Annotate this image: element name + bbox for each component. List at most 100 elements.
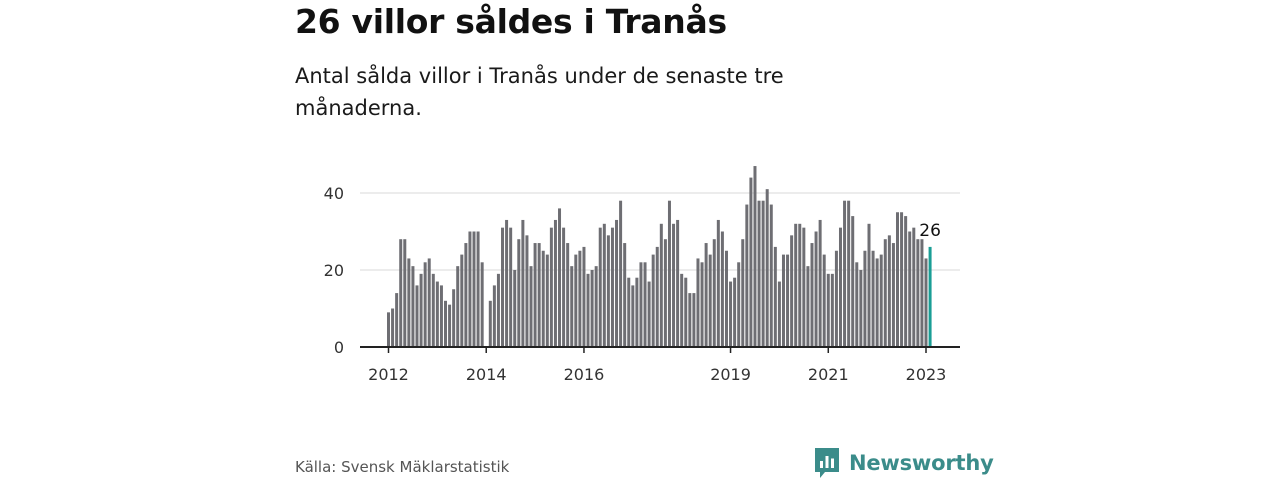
bar xyxy=(777,281,781,347)
bar xyxy=(684,277,688,347)
bar xyxy=(558,208,562,347)
bar xyxy=(602,223,606,347)
bar xyxy=(700,262,704,347)
bar xyxy=(509,227,513,347)
bar xyxy=(814,231,818,347)
bar xyxy=(810,243,814,347)
bar xyxy=(753,166,757,347)
bar xyxy=(476,231,480,347)
bar xyxy=(566,243,570,347)
bar xyxy=(802,227,806,347)
bar xyxy=(619,200,623,347)
bar xyxy=(647,281,651,347)
bar xyxy=(720,231,724,347)
bar xyxy=(855,262,859,347)
bar xyxy=(708,254,712,347)
x-tick-label: 2012 xyxy=(368,365,409,384)
bar xyxy=(655,246,659,347)
bar xyxy=(692,293,696,347)
bar xyxy=(391,308,395,347)
bar xyxy=(798,223,802,347)
bar xyxy=(525,235,529,347)
bar xyxy=(615,219,619,347)
bar xyxy=(435,281,439,347)
x-tick-label: 2019 xyxy=(710,365,751,384)
bar xyxy=(598,227,602,347)
bar xyxy=(863,250,867,347)
bar xyxy=(419,273,423,347)
bar xyxy=(541,250,545,347)
bar xyxy=(794,223,798,347)
bar xyxy=(663,239,667,347)
bar xyxy=(399,239,403,347)
bar xyxy=(562,227,566,347)
bar xyxy=(492,285,496,347)
bar xyxy=(651,254,655,347)
bar xyxy=(688,293,692,347)
chart-title: 26 villor såldes i Tranås xyxy=(295,2,727,41)
bar xyxy=(867,223,871,347)
bar xyxy=(830,273,834,347)
bar xyxy=(444,300,448,347)
bar xyxy=(643,262,647,347)
bar xyxy=(834,250,838,347)
bar xyxy=(533,243,537,347)
y-tick-label: 20 xyxy=(324,261,344,280)
bar xyxy=(586,273,590,347)
bar xyxy=(431,273,435,347)
bar xyxy=(496,273,500,347)
bar xyxy=(460,254,464,347)
x-tick-label: 2023 xyxy=(906,365,947,384)
bar xyxy=(395,293,399,347)
bar xyxy=(488,300,492,347)
y-tick-label: 0 xyxy=(334,338,344,357)
bar xyxy=(553,219,557,347)
bar xyxy=(891,243,895,347)
bar xyxy=(623,243,627,347)
bar xyxy=(773,246,777,347)
bar xyxy=(570,266,574,347)
bar xyxy=(610,227,614,347)
source-note: Källa: Svensk Mäklarstatistik xyxy=(295,458,510,476)
bar xyxy=(415,285,419,347)
y-tick-label: 40 xyxy=(324,184,344,203)
bar xyxy=(871,250,875,347)
x-tick-label: 2016 xyxy=(564,365,605,384)
bar xyxy=(859,270,863,347)
x-axis: 2012 2014 2016 2019 2021 2023 xyxy=(368,347,946,384)
bar xyxy=(635,277,639,347)
bar xyxy=(427,258,431,347)
bar xyxy=(517,239,521,347)
bar xyxy=(606,235,610,347)
bar xyxy=(480,262,484,347)
bar xyxy=(676,219,680,347)
bar xyxy=(838,227,842,347)
bar xyxy=(501,227,505,347)
bar xyxy=(875,258,879,347)
bar xyxy=(822,254,826,347)
bar xyxy=(749,177,753,347)
brand-name: Newsworthy xyxy=(849,451,994,475)
bar xyxy=(672,223,676,347)
bar xyxy=(851,216,855,347)
bar xyxy=(439,285,443,347)
bar xyxy=(631,285,635,347)
bar xyxy=(912,227,916,347)
bar xyxy=(529,266,533,347)
chart-subtitle: Antal sålda villor i Tranås under de sen… xyxy=(295,64,784,120)
bar xyxy=(545,254,549,347)
bar xyxy=(513,270,517,347)
newsworthy-logo: Newsworthy xyxy=(813,446,994,480)
bar xyxy=(826,273,830,347)
x-tick-label: 2014 xyxy=(466,365,507,384)
bar xyxy=(680,273,684,347)
bar xyxy=(472,231,476,347)
bar xyxy=(452,289,456,347)
bar xyxy=(704,243,708,347)
bar xyxy=(806,266,810,347)
bar xyxy=(456,266,460,347)
bar xyxy=(769,204,773,347)
bar xyxy=(883,239,887,347)
y-axis-labels: 0 20 40 xyxy=(324,184,344,357)
bar xyxy=(549,227,553,347)
